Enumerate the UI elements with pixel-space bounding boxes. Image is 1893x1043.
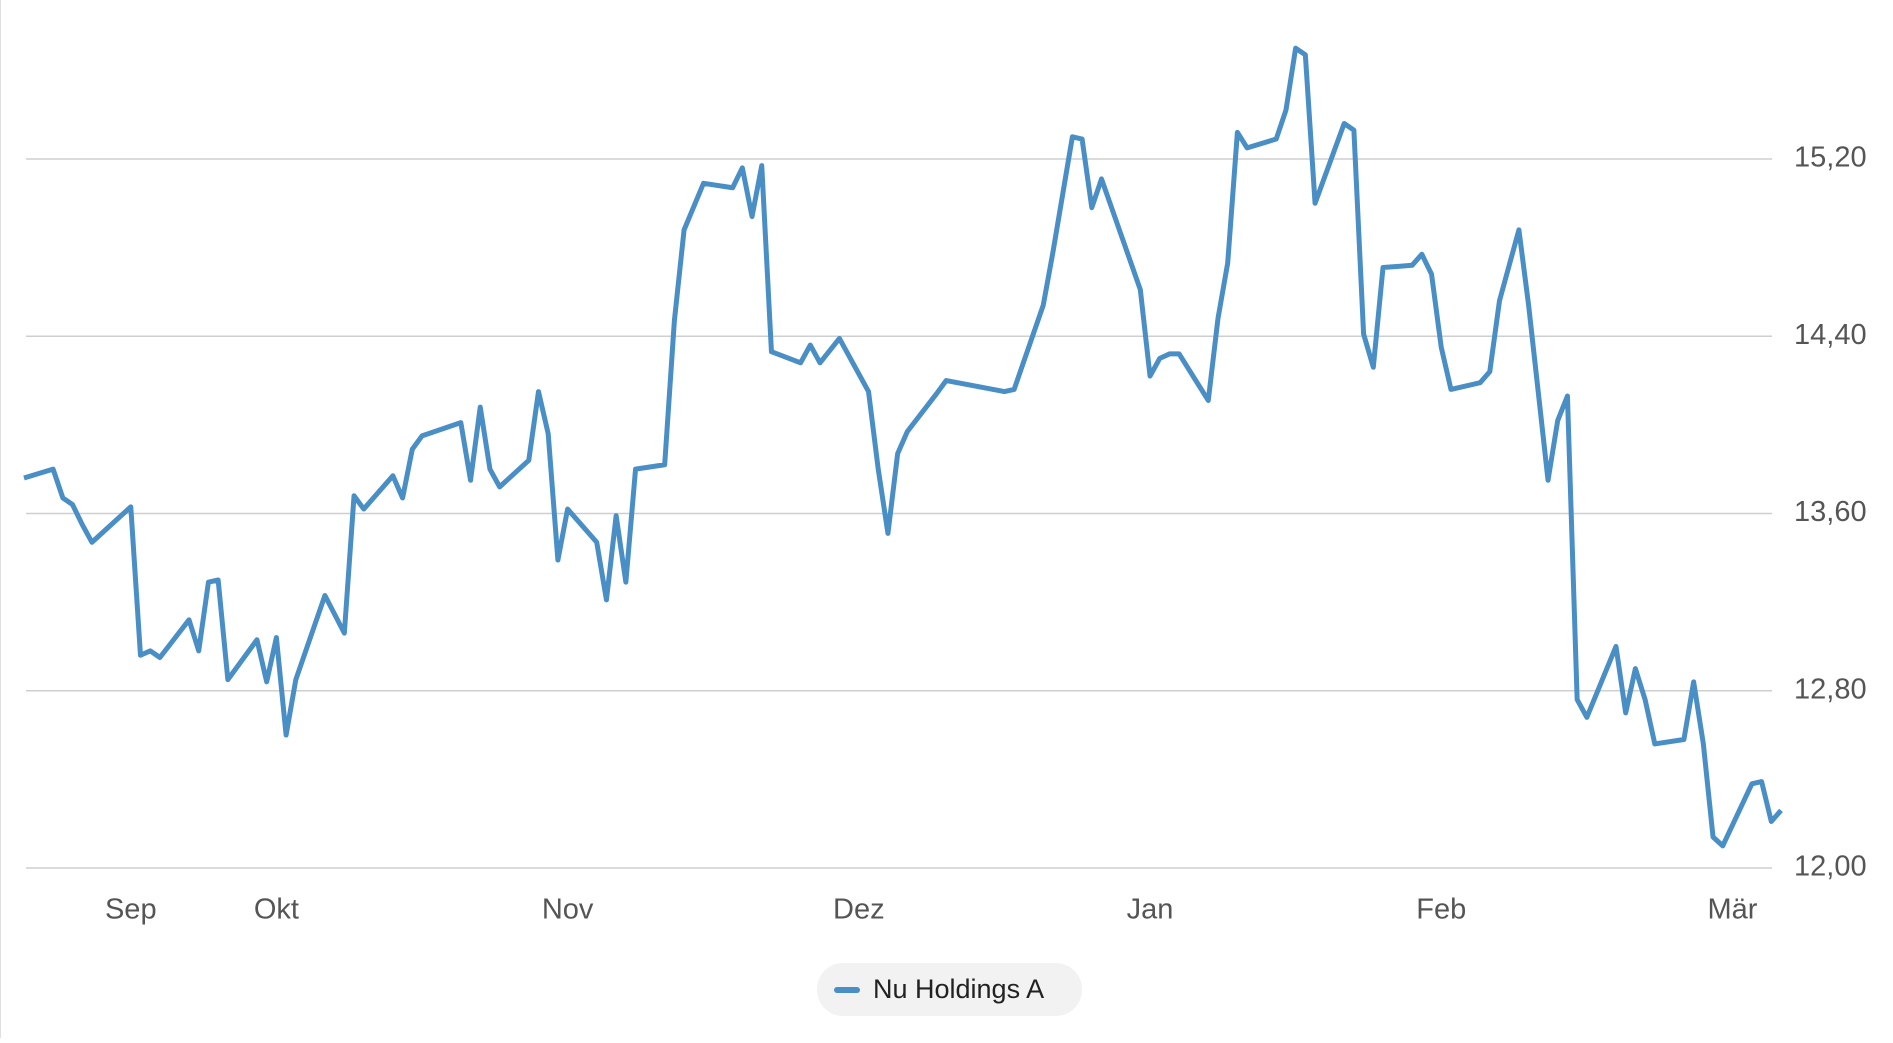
y-tick-label: 15,20 — [1794, 142, 1867, 174]
x-tick-label: Nov — [542, 894, 594, 926]
x-tick-label: Sep — [105, 894, 157, 926]
legend-label: Nu Holdings A — [873, 974, 1044, 1004]
y-tick-label: 13,60 — [1794, 496, 1867, 528]
x-tick-label: Mär — [1707, 894, 1757, 926]
x-tick-label: Jan — [1127, 894, 1174, 926]
x-tick-label: Okt — [254, 894, 299, 926]
y-tick-label: 12,00 — [1794, 851, 1867, 883]
legend[interactable] — [817, 963, 1082, 1016]
y-tick-label: 14,40 — [1794, 319, 1867, 351]
x-tick-label: Dez — [833, 894, 885, 926]
y-tick-label: 12,80 — [1794, 673, 1867, 705]
x-tick-label: Feb — [1416, 894, 1466, 926]
line-series — [23, 45, 1783, 849]
